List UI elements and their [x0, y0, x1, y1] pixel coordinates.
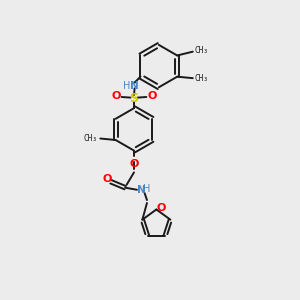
Text: N: N — [137, 185, 146, 195]
Text: O: O — [103, 174, 112, 184]
Text: S: S — [130, 92, 139, 105]
Text: CH₃: CH₃ — [194, 74, 208, 83]
Text: O: O — [129, 159, 139, 169]
Text: O: O — [111, 91, 120, 100]
Text: CH₃: CH₃ — [194, 46, 208, 55]
Text: H: H — [143, 184, 151, 194]
Text: O: O — [156, 203, 166, 213]
Text: CH₃: CH₃ — [83, 134, 98, 143]
Text: O: O — [148, 91, 157, 100]
Text: N: N — [130, 81, 139, 91]
Text: H: H — [123, 81, 131, 91]
